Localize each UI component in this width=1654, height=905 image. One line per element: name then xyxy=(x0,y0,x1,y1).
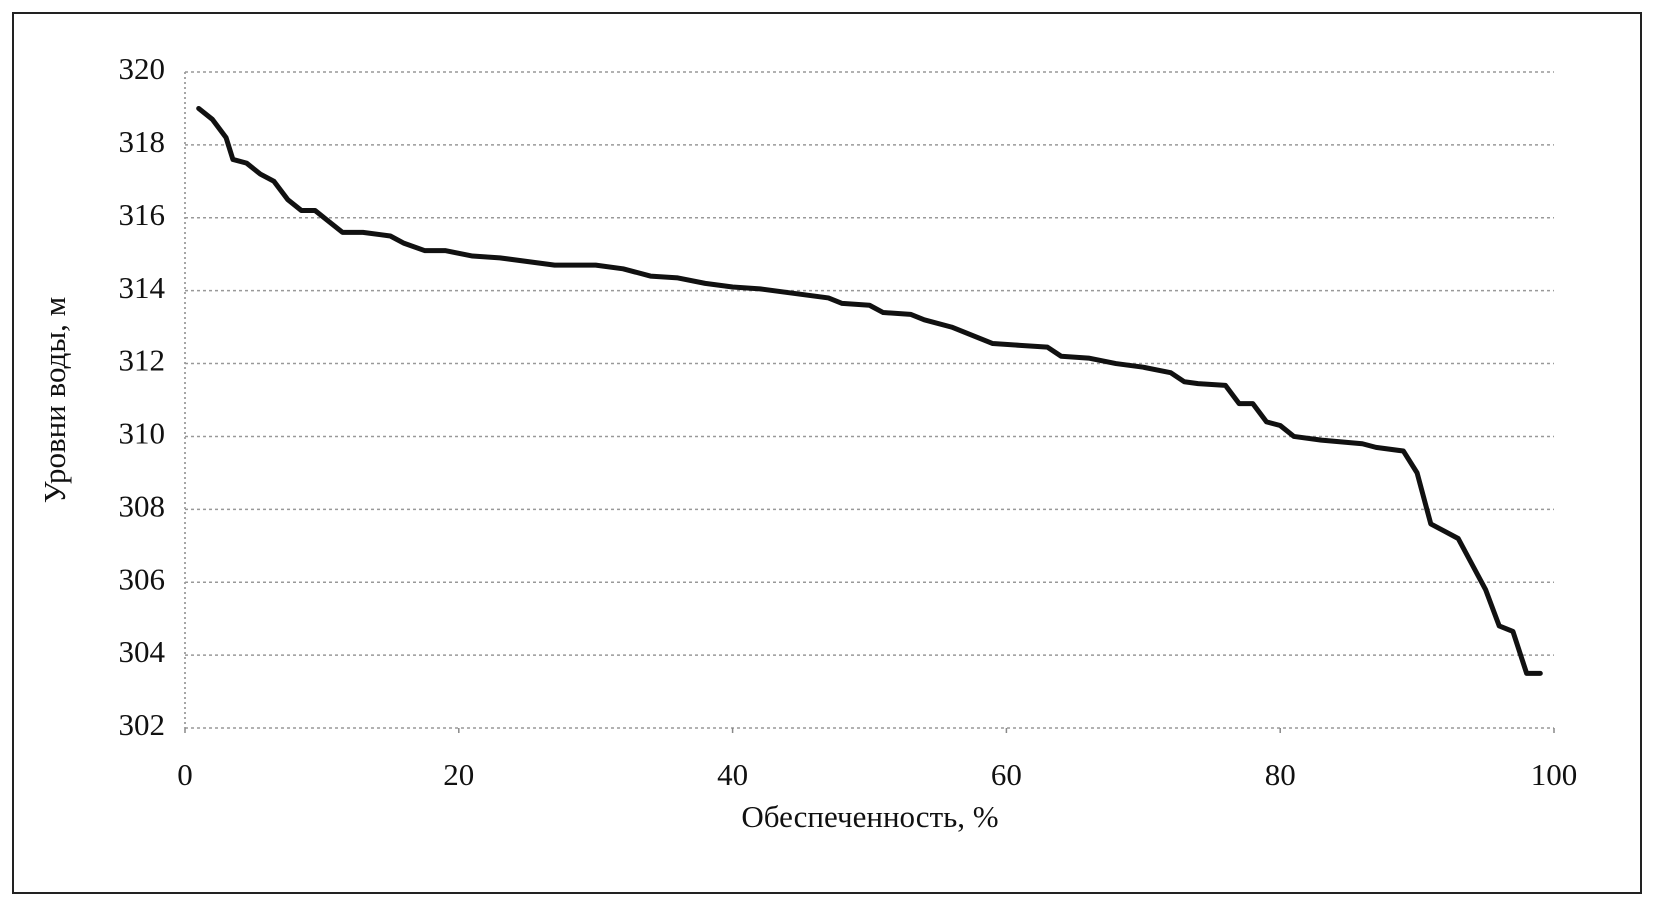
x-tick-label: 80 xyxy=(1265,757,1296,792)
x-axis-label: Обеспеченность, % xyxy=(741,799,998,834)
x-tick-label: 100 xyxy=(1531,757,1578,792)
data-line xyxy=(196,105,1543,676)
y-tick-label: 312 xyxy=(119,343,166,378)
y-axis-label: Уровни воды, м xyxy=(37,297,72,504)
y-tick-label: 306 xyxy=(119,561,166,596)
y-tick-label: 308 xyxy=(119,488,166,523)
x-tick-label: 60 xyxy=(991,757,1022,792)
x-tick-label: 40 xyxy=(717,757,748,792)
y-tick-label: 316 xyxy=(119,197,166,232)
y-tick-label: 320 xyxy=(119,51,166,86)
y-tick-label: 318 xyxy=(119,124,166,159)
y-tick-label: 314 xyxy=(119,270,166,305)
frame xyxy=(12,12,1642,894)
y-tick-label: 304 xyxy=(119,634,166,669)
x-tick-label: 0 xyxy=(177,757,193,792)
y-tick-label: 310 xyxy=(119,416,166,451)
y-tick-label: 302 xyxy=(119,707,166,742)
x-tick-label: 20 xyxy=(443,757,474,792)
